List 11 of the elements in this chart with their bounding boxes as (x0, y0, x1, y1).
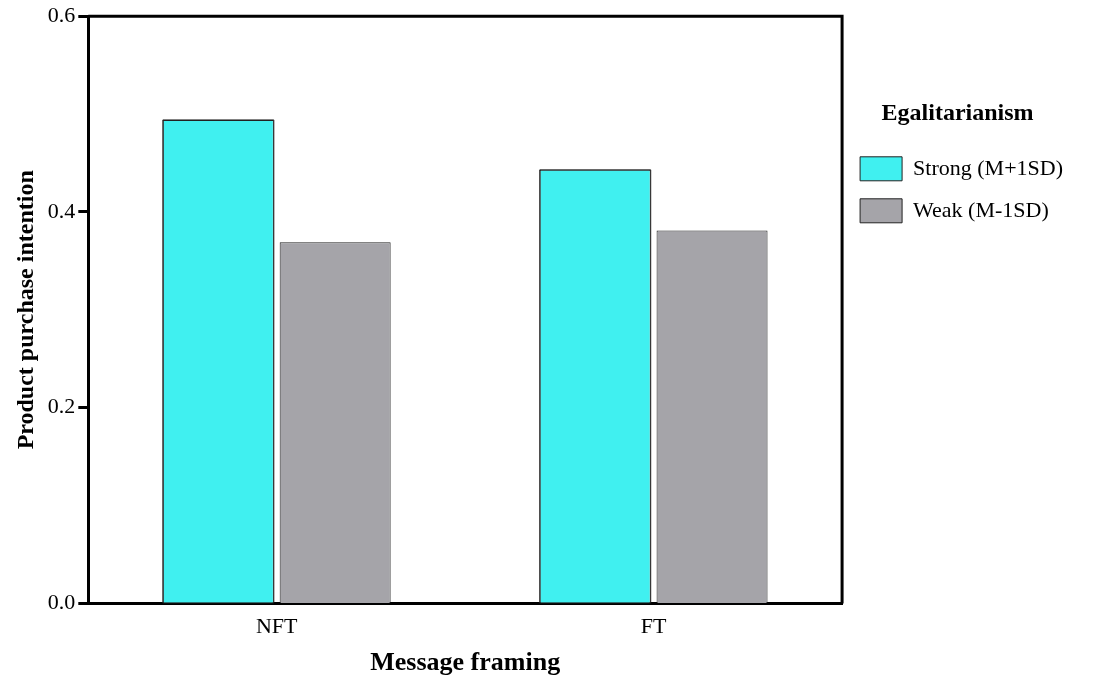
y-tick-label: 0.4 (47, 197, 76, 223)
legend-label: Weak (M-1SD) (913, 196, 1049, 222)
x-tick-label: NFT (255, 613, 299, 639)
legend-label: Strong (M+1SD) (913, 154, 1063, 180)
y-tick-label: 0.6 (47, 1, 76, 27)
y-tick-label: 0.0 (47, 589, 76, 615)
legend-title: Egalitarianism (881, 99, 1034, 126)
x-axis-title: Message framing (370, 647, 561, 677)
x-tick-label: FT (640, 613, 668, 639)
y-axis-title: Product purchase intention (11, 170, 38, 450)
y-tick-label: 0.2 (47, 393, 76, 419)
